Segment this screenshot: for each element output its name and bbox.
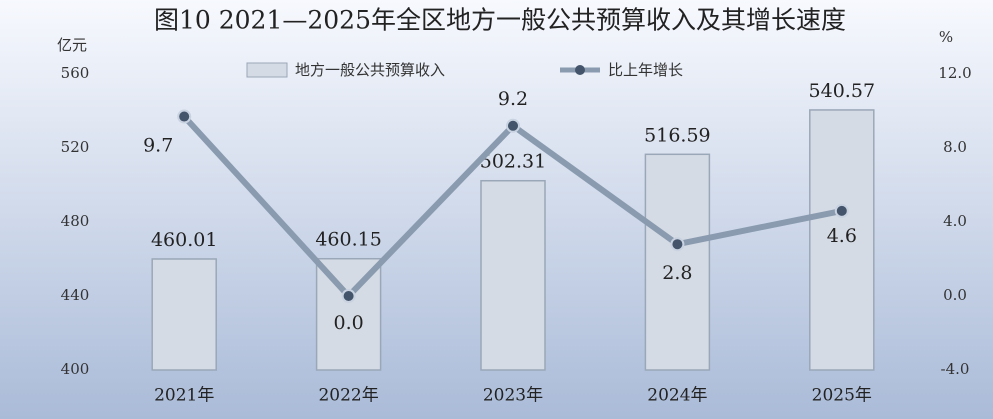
- y-tick-label: 400: [61, 360, 90, 378]
- y-tick-label: 520: [61, 138, 90, 156]
- legend-label: 比上年增长: [608, 61, 683, 79]
- legend-swatch: [246, 62, 288, 78]
- x-tick-label: 2024年: [647, 386, 707, 406]
- bar-value-label: 502.31: [480, 151, 546, 173]
- y2-tick-label: 8.0: [943, 138, 967, 156]
- y2-tick-label: 0.0: [943, 286, 967, 304]
- line-value-label: 4.6: [827, 225, 857, 247]
- x-tick-label: 2025年: [812, 386, 872, 406]
- line-marker: [177, 109, 192, 124]
- y-tick-label: 440: [61, 286, 90, 304]
- bar: [809, 109, 875, 371]
- bar: [151, 258, 217, 371]
- line-marker: [670, 237, 685, 252]
- legend-label: 地方一般公共预算收入: [295, 61, 445, 79]
- x-tick-label: 2021年: [154, 386, 214, 406]
- bar-value-label: 460.15: [315, 229, 381, 251]
- x-tick-label: 2023年: [483, 386, 543, 406]
- chart-title: 图10 2021—2025年全区地方一般公共预算收入及其增长速度: [154, 6, 846, 35]
- bar: [644, 153, 711, 371]
- bar-value-label: 540.57: [809, 80, 875, 102]
- line-value-label: 2.8: [662, 262, 692, 284]
- y2-axis-label: %: [939, 28, 953, 46]
- line-marker: [506, 118, 520, 133]
- line-value-label: 9.2: [498, 88, 528, 110]
- y2-tick-label: 12.0: [938, 64, 971, 82]
- legend-marker: [575, 65, 585, 75]
- y-tick-label: 480: [61, 212, 90, 230]
- y-tick-label: 560: [61, 64, 90, 82]
- y2-tick-label: 4.0: [943, 212, 967, 230]
- x-tick-label: 2022年: [318, 386, 378, 406]
- line-marker: [341, 289, 356, 303]
- bar: [480, 179, 546, 371]
- y-axis-label: 亿元: [57, 36, 87, 54]
- line-value-label: 0.0: [333, 312, 363, 334]
- line-marker: [834, 203, 849, 218]
- y2-tick-label: -4.0: [941, 360, 970, 378]
- bar-value-label: 516.59: [644, 124, 710, 146]
- line-value-label: 9.7: [143, 135, 173, 157]
- bar-value-label: 460.01: [151, 229, 217, 251]
